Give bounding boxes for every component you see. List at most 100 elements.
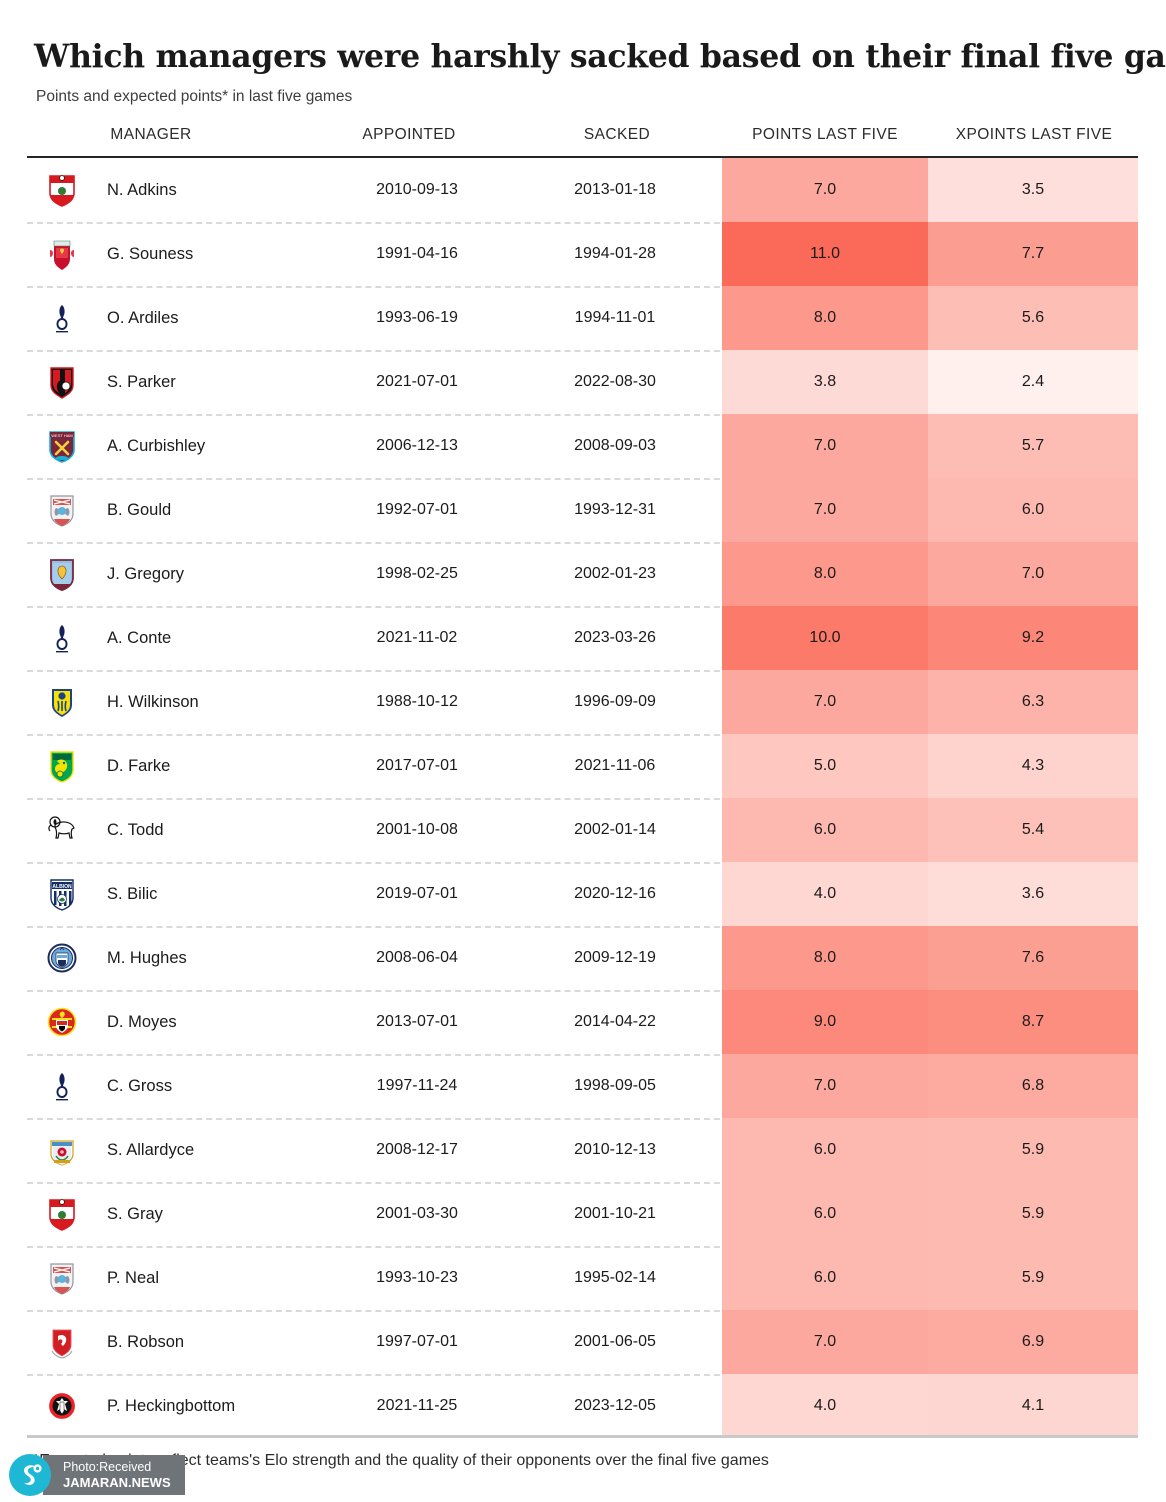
cell-sacked-date: 2023-12-05	[574, 1397, 656, 1414]
cell-sacked-date: 1994-01-28	[574, 245, 656, 262]
cell-points-last-five: 6.0	[722, 1246, 928, 1310]
cell-points-last-five: 7.0	[722, 1054, 928, 1118]
cell-xpoints-last-five: 4.1	[928, 1374, 1138, 1438]
cell-xpoints-last-five: 6.9	[928, 1310, 1138, 1374]
cell-points-last-five: 7.0	[722, 478, 928, 542]
cell-sacked-date: 1998-09-05	[574, 1077, 656, 1094]
cell-manager-name: S. Bilic	[107, 884, 158, 903]
table-row[interactable]: 7.0 5.7 WEST HAM A. Curbishley 2006-12-13 2…	[27, 414, 1138, 478]
table-bottom-divider	[27, 1435, 1138, 1438]
table-header-row: MANAGER APPOINTED SACKED POINTS LAST FIVE XP…	[27, 126, 1138, 156]
cell-manager-name: B. Gould	[107, 500, 172, 519]
cell-xpoints-last-five: 3.6	[928, 862, 1138, 926]
cell-points-last-five: 6.0	[722, 1182, 928, 1246]
club-crest-icon	[45, 747, 79, 785]
header-divider	[27, 156, 1138, 158]
table-row[interactable]: 6.0 5.9 S. Gray 2001-03-30 2001-10-21	[27, 1182, 1138, 1246]
club-crest-icon: ALBION	[45, 875, 79, 913]
column-header-appointed: APPOINTED	[362, 126, 456, 143]
column-header-sacked: SACKED	[583, 126, 651, 143]
cell-manager-name: J. Gregory	[107, 564, 185, 583]
footnote: *Expected points reflect teams's Elo str…	[33, 1452, 769, 1469]
cell-appointed-date: 2008-12-17	[376, 1141, 458, 1158]
table-row[interactable]: 6.0 5.9 P. Neal 1993-10-23 1995-02-14	[27, 1246, 1138, 1310]
cell-manager-name: P. Heckingbottom	[107, 1396, 236, 1415]
cell-manager-name: A. Conte	[107, 628, 172, 647]
cell-manager-name: G. Souness	[107, 244, 194, 263]
cell-appointed-date: 1988-10-12	[376, 693, 458, 710]
cell-xpoints-last-five: 5.9	[928, 1118, 1138, 1182]
table-row[interactable]: 8.0 7.0 J. Gregory 1998-02-25 2002-01-23	[27, 542, 1138, 606]
table-row[interactable]: 5.0 4.3 D. Farke 2017-07-01 2021-11-06	[27, 734, 1138, 798]
table-row[interactable]: 7.0 6.8 C. Gross 1997-11-24 1998-09-05	[27, 1054, 1138, 1118]
watermark: Photo:Received JAMARAN.NEWS	[8, 1453, 185, 1497]
table-row[interactable]: 7.0 6.9 B. Robson 1997-07-01 2001-06-05	[27, 1310, 1138, 1374]
column-header-manager: MANAGER	[110, 126, 192, 143]
page-subtitle: Points and expected points* in last five…	[36, 88, 353, 105]
cell-sacked-date: 1994-11-01	[574, 309, 656, 326]
club-crest-icon	[45, 1387, 79, 1425]
club-crest-icon	[45, 619, 79, 657]
cell-points-last-five: 3.8	[722, 350, 928, 414]
cell-sacked-date: 2020-12-16	[574, 885, 656, 902]
cell-sacked-date: 2023-03-26	[574, 629, 656, 646]
cell-appointed-date: 2013-07-01	[376, 1013, 458, 1030]
cell-manager-name: M. Hughes	[107, 948, 187, 967]
cell-manager-name: D. Farke	[107, 756, 171, 775]
cell-appointed-date: 2021-11-02	[376, 629, 458, 646]
club-crest-icon	[45, 555, 79, 593]
club-crest-icon	[45, 491, 79, 529]
jamaran-logo-icon	[8, 1453, 52, 1497]
table-row[interactable]: 9.0 8.7 D. Moyes 2013-07-01 2014-04-22	[27, 990, 1138, 1054]
cell-points-last-five: 7.0	[722, 414, 928, 478]
club-crest-icon	[45, 1131, 79, 1169]
table-row[interactable]: 4.0 3.6 ALBION S. Bilic 2019-07-01 2020-12-…	[27, 862, 1138, 926]
table-row[interactable]: 8.0 5.6 O. Ardiles 1993-06-19 1994-11-01	[27, 286, 1138, 350]
cell-points-last-five: 6.0	[722, 1118, 928, 1182]
table-row[interactable]: 7.0 6.3 H. Wilkinson 1988-10-12 1996-09-09	[27, 670, 1138, 734]
table-row[interactable]: 11.0 7.7 G. Souness 1991-04-16 1994-01-28	[27, 222, 1138, 286]
table-row[interactable]: 7.0 3.5 N. Adkins 2010-09-13 2013-01-18	[27, 158, 1138, 222]
table-row[interactable]: 4.0 4.1 P. Heckingbottom 2021-11-25 2023-12…	[27, 1374, 1138, 1438]
cell-appointed-date: 1997-11-24	[376, 1077, 458, 1094]
page-title: Which managers were harshly sacked based…	[34, 38, 1166, 75]
table-row[interactable]: 7.0 6.0 B. Gould 1992-07-01 1993-12-31	[27, 478, 1138, 542]
club-crest-icon	[45, 299, 79, 337]
cell-points-last-five: 7.0	[722, 158, 928, 222]
svg-text:WEST HAM: WEST HAM	[51, 433, 72, 438]
cell-appointed-date: 2021-07-01	[376, 373, 458, 390]
cell-manager-name: A. Curbishley	[107, 436, 206, 455]
cell-manager-name: P. Neal	[107, 1268, 159, 1287]
cell-points-last-five: 6.0	[722, 798, 928, 862]
cell-points-last-five: 7.0	[722, 670, 928, 734]
club-crest-icon	[45, 1323, 79, 1361]
cell-sacked-date: 2001-10-21	[574, 1205, 656, 1222]
table-row[interactable]: 3.8 2.4 S. Parker 2021-07-01 2022-08-30	[27, 350, 1138, 414]
cell-sacked-date: 2014-04-22	[574, 1013, 656, 1030]
cell-manager-name: S. Gray	[107, 1204, 163, 1223]
club-crest-icon	[45, 235, 79, 273]
cell-manager-name: N. Adkins	[107, 180, 177, 199]
watermark-credit-box: Photo:Received JAMARAN.NEWS	[43, 1455, 185, 1495]
column-header-xpoints: XPOINTS LAST FIVE	[955, 126, 1113, 143]
cell-xpoints-last-five: 6.3	[928, 670, 1138, 734]
cell-manager-name: B. Robson	[107, 1332, 185, 1351]
cell-appointed-date: 1997-07-01	[376, 1333, 458, 1350]
table-row[interactable]: 6.0 5.4 C. Todd 2001-10-08 2002-01-14	[27, 798, 1138, 862]
table-row[interactable]: 10.0 9.2 A. Conte 2021-11-02 2023-03-26	[27, 606, 1138, 670]
cell-xpoints-last-five: 5.6	[928, 286, 1138, 350]
table-row[interactable]: 8.0 7.6 M. Hughes 2008-06-04 2009-12-19	[27, 926, 1138, 990]
cell-manager-name: C. Todd	[107, 820, 164, 839]
cell-points-last-five: 8.0	[722, 286, 928, 350]
cell-manager-name: H. Wilkinson	[107, 692, 199, 711]
managers-table: MANAGER APPOINTED SACKED POINTS LAST FIVE XP…	[27, 126, 1138, 1438]
cell-appointed-date: 1998-02-25	[376, 565, 458, 582]
cell-manager-name: D. Moyes	[107, 1012, 177, 1031]
cell-xpoints-last-five: 5.7	[928, 414, 1138, 478]
cell-points-last-five: 7.0	[722, 1310, 928, 1374]
cell-manager-name: S. Parker	[107, 372, 176, 391]
table-row[interactable]: 6.0 5.9 S. Allardyce 2008-12-17 2010-12-13	[27, 1118, 1138, 1182]
cell-appointed-date: 2021-11-25	[376, 1397, 458, 1414]
svg-text:ALBION: ALBION	[52, 884, 72, 890]
